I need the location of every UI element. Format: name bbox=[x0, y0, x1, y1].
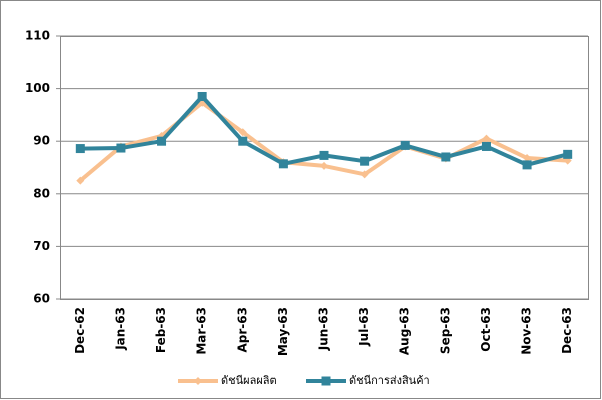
x-tick-label: May-63 bbox=[276, 307, 290, 356]
x-tick-label: Aug-63 bbox=[398, 307, 412, 355]
y-tick-label: 90 bbox=[33, 134, 50, 148]
marker bbox=[319, 150, 329, 160]
legend-label: ดัชนีการส่งสินค้า bbox=[349, 374, 430, 387]
legend-marker bbox=[194, 377, 202, 385]
x-tick-label: Dec-63 bbox=[560, 307, 574, 354]
marker bbox=[116, 143, 126, 153]
marker bbox=[157, 136, 167, 146]
x-tick-label: Feb-63 bbox=[154, 307, 168, 353]
marker bbox=[522, 160, 532, 170]
x-tick-label: Dec-62 bbox=[73, 307, 87, 354]
x-tick-label: Apr-63 bbox=[235, 307, 249, 352]
marker bbox=[238, 136, 248, 146]
marker bbox=[320, 161, 328, 170]
marker bbox=[76, 176, 85, 185]
x-tick-label: Oct-63 bbox=[479, 307, 493, 352]
marker bbox=[523, 154, 532, 163]
x-tick-label: Jun-63 bbox=[317, 307, 331, 351]
marker bbox=[441, 152, 451, 162]
marker bbox=[238, 128, 247, 137]
marker bbox=[278, 159, 288, 169]
x-tick-label: Jan-63 bbox=[113, 307, 127, 351]
y-tick-label: 110 bbox=[25, 29, 50, 43]
marker bbox=[400, 140, 410, 150]
legend: ดัชนีผลผลิต ดัชนีการส่งสินค้า bbox=[178, 374, 430, 387]
marker bbox=[563, 149, 573, 159]
x-tick-label: Mar-63 bbox=[195, 307, 209, 355]
x-tick-label: Sep-63 bbox=[438, 307, 452, 354]
marker bbox=[360, 170, 369, 179]
marker bbox=[75, 144, 85, 154]
marker bbox=[481, 141, 491, 151]
y-tick-label: 100 bbox=[25, 81, 50, 95]
marker bbox=[360, 156, 370, 166]
y-tick-label: 70 bbox=[33, 239, 50, 253]
x-tick-label: Jul-63 bbox=[357, 307, 371, 347]
marker bbox=[482, 134, 491, 143]
x-tick-label: Nov-63 bbox=[520, 307, 534, 355]
marker bbox=[197, 91, 207, 101]
y-tick-label: 80 bbox=[33, 186, 50, 200]
legend-label: ดัชนีผลผลิต bbox=[221, 374, 277, 387]
y-tick-label: 60 bbox=[33, 292, 50, 306]
legend-marker bbox=[321, 376, 331, 386]
